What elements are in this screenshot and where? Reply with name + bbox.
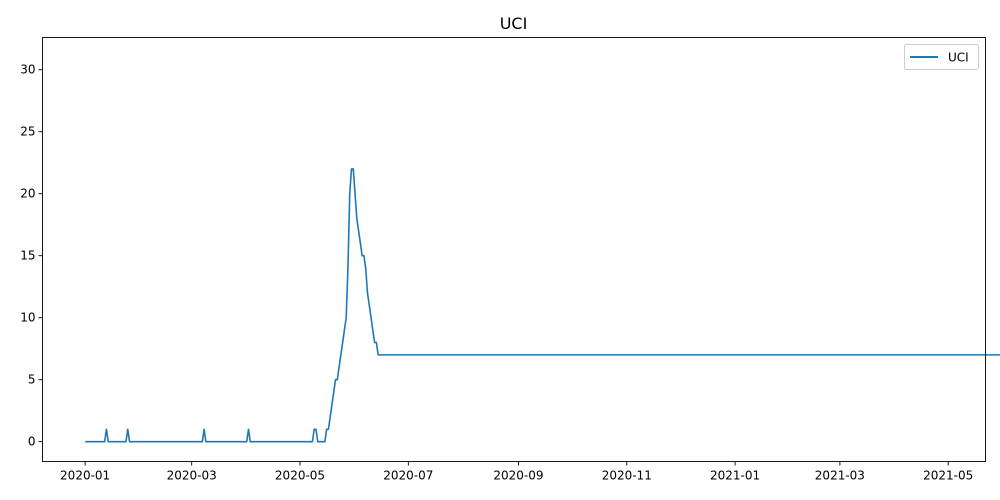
x-tick-label: 2021-03 <box>815 469 865 483</box>
legend: UCI <box>905 45 979 70</box>
y-tick-label: 25 <box>20 125 35 139</box>
x-axis: 2020-01 2020-03 2020-05 2020-07 2020-09 2020-… <box>60 462 973 483</box>
y-tick-label: 30 <box>20 63 35 77</box>
series-line-uci <box>85 169 1000 442</box>
chart-title: UCI <box>500 14 528 33</box>
x-tick-label: 2021-05 <box>923 469 973 483</box>
x-tick-label: 2020-03 <box>167 469 217 483</box>
legend-label-uci: UCI <box>948 51 969 65</box>
y-tick-label: 5 <box>28 373 36 387</box>
x-tick-label: 2020-01 <box>60 469 110 483</box>
y-tick-label: 10 <box>20 311 35 325</box>
y-tick-label: 0 <box>28 435 36 449</box>
plot-frame <box>43 38 986 462</box>
x-tick-label: 2020-05 <box>275 469 325 483</box>
y-axis: 0 5 10 15 20 25 30 <box>20 63 42 449</box>
x-tick-label: 2020-09 <box>493 469 543 483</box>
x-tick-label: 2021-01 <box>710 469 760 483</box>
y-tick-label: 15 <box>20 249 35 263</box>
y-tick-label: 20 <box>20 187 35 201</box>
plot-area <box>85 169 1000 442</box>
x-tick-label: 2020-07 <box>383 469 433 483</box>
x-tick-label: 2020-11 <box>602 469 652 483</box>
